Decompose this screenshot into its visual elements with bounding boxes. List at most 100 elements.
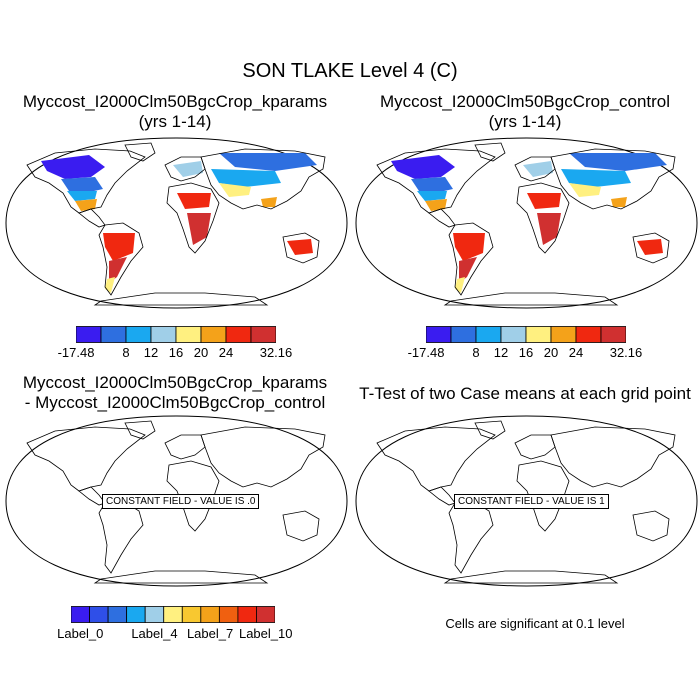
colorbar-box — [500, 326, 527, 343]
coastline-australia — [632, 232, 670, 264]
data-fill-region — [109, 257, 127, 283]
colorbar-box — [175, 326, 202, 343]
colorbar-box — [600, 326, 626, 343]
colorbar-box — [225, 326, 252, 343]
data-fill-region — [41, 155, 105, 179]
data-fill-region — [455, 277, 465, 293]
panel-3-title-line1: Myccost_I2000Clm50BgcCrop_kparams — [22, 373, 328, 392]
colorbar-tick-label: 20 — [543, 345, 559, 360]
data-fill-region — [453, 233, 485, 261]
panel-3-colorbar — [71, 606, 275, 623]
data-fill-region — [287, 239, 313, 255]
data-fill-region — [177, 193, 211, 209]
coastline-australia — [282, 510, 320, 542]
colorbar-tick-label: 12 — [493, 345, 509, 360]
panel-4-title: T-Test of two Case means at each grid po… — [350, 384, 700, 404]
coastline-australia — [632, 510, 670, 542]
colorbar-tick-label: 16 — [168, 345, 184, 360]
data-fill-region — [211, 169, 281, 187]
data-fill-region — [411, 177, 453, 193]
data-fill-region — [569, 153, 667, 171]
colorbar-tick-label: Label_10 — [238, 626, 293, 641]
coastline-europe — [514, 156, 556, 182]
coastline-africa — [166, 182, 220, 254]
colorbar-tick-label: 20 — [193, 345, 209, 360]
colorbar-box — [450, 326, 477, 343]
colorbar-tick-label: 24 — [568, 345, 584, 360]
coastline-europe — [164, 156, 206, 182]
colorbar-tick-label: 12 — [143, 345, 159, 360]
colorbar-box — [256, 606, 275, 623]
coastline-antarctica — [93, 570, 269, 584]
colorbar-box — [181, 606, 202, 623]
panel-4-title-line1: T-Test of two Case means at each grid po… — [359, 384, 691, 403]
colorbar-box — [100, 326, 127, 343]
coastline-asia — [550, 148, 676, 210]
colorbar-tick-label: Label_0 — [57, 626, 104, 641]
panel-3-title-line2: - Myccost_I2000Clm50BgcCrop_control — [24, 393, 326, 412]
coastline-africa — [516, 460, 570, 532]
panel-2-title-line2: (yrs 1-14) — [488, 112, 562, 131]
coastline-africa — [516, 182, 570, 254]
colorbar-box — [426, 326, 452, 343]
coastline-north-america — [376, 148, 496, 214]
coastline-europe — [514, 434, 556, 460]
data-fill-region — [569, 183, 601, 197]
data-fill-region — [391, 155, 455, 179]
panel-1-map — [5, 137, 348, 309]
coastline-antarctica — [93, 292, 269, 306]
coastline-africa — [166, 460, 220, 532]
data-fill-region — [187, 213, 211, 245]
coastline-greenland — [474, 142, 506, 162]
coastline-south-america — [98, 500, 144, 574]
data-fill-region — [103, 233, 135, 261]
colorbar-tick-label: Label_7 — [186, 626, 234, 641]
data-fill-region — [611, 197, 627, 207]
data-fill-region — [61, 177, 103, 193]
panel-2-title: Myccost_I2000Clm50BgcCrop_control (yrs 1… — [350, 92, 700, 132]
coastline-asia — [550, 426, 676, 488]
colorbar-box — [475, 326, 502, 343]
colorbar-box — [150, 326, 177, 343]
colorbar-box — [107, 606, 128, 623]
coastline-north-america — [26, 148, 146, 214]
panel-3-constant-field-label: CONSTANT FIELD - VALUE IS .0 — [102, 494, 260, 509]
coastline-australia — [282, 232, 320, 264]
panel-2-colorbar — [426, 326, 626, 343]
coastline-antarctica — [443, 570, 619, 584]
colorbar-tick-label: 16 — [518, 345, 534, 360]
panel-4-constant-field-label: CONSTANT FIELD - VALUE IS 1 — [454, 494, 609, 509]
colorbar-box — [71, 606, 90, 623]
data-fill-region — [459, 257, 477, 283]
coastline-south-america — [98, 222, 144, 296]
colorbar-tick-label: 8 — [122, 345, 130, 360]
coastline-south-america — [448, 222, 494, 296]
coastline-south-america — [448, 500, 494, 574]
colorbar-box — [525, 326, 552, 343]
data-fill-region — [425, 199, 447, 211]
colorbar-box — [163, 606, 183, 623]
colorbar-tick-label: -17.48 — [57, 345, 95, 360]
panel-2-map — [355, 137, 698, 309]
colorbar-box — [250, 326, 276, 343]
panel-1-title-line2: (yrs 1-14) — [138, 112, 212, 131]
coastline-north-america — [376, 426, 496, 492]
colorbar-box — [76, 326, 102, 343]
colorbar-box — [575, 326, 602, 343]
data-fill-region — [261, 197, 277, 207]
data-fill-region — [417, 191, 447, 201]
colorbar-box — [218, 606, 239, 623]
data-fill-region — [75, 199, 97, 211]
coastline-greenland — [474, 420, 506, 440]
colorbar-tick-label: 24 — [218, 345, 234, 360]
figure-title: SON TLAKE Level 4 (C) — [242, 60, 458, 82]
colorbar-tick-label: -17.48 — [407, 345, 445, 360]
colorbar-box — [200, 326, 227, 343]
data-fill-region — [523, 161, 553, 177]
coastline-antarctica — [443, 292, 619, 306]
data-fill-region — [173, 161, 203, 177]
colorbar-tick-label: Label_4 — [131, 626, 178, 641]
data-fill-region — [219, 183, 251, 197]
colorbar-box — [237, 606, 257, 623]
panel-3-title: Myccost_I2000Clm50BgcCrop_kparams - Mycc… — [0, 373, 350, 413]
